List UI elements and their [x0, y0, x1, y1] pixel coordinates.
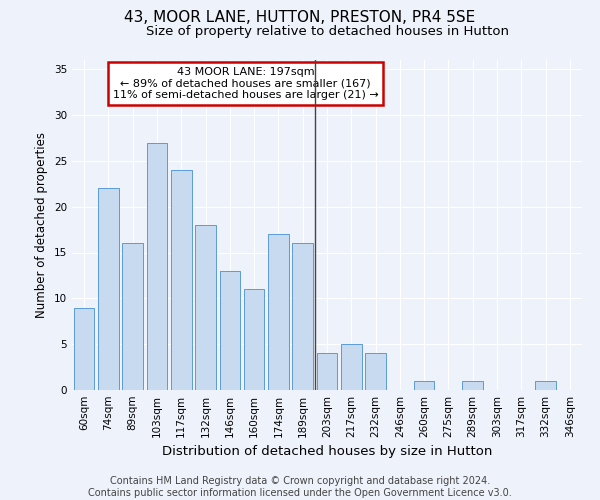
Bar: [463, 381, 483, 390]
Bar: [195, 225, 216, 390]
Text: 43 MOOR LANE: 197sqm
← 89% of detached houses are smaller (167)
11% of semi-deta: 43 MOOR LANE: 197sqm ← 89% of detached h…: [113, 66, 378, 100]
Bar: [317, 354, 337, 390]
Bar: [122, 244, 143, 390]
Bar: [220, 271, 240, 390]
Title: Size of property relative to detached houses in Hutton: Size of property relative to detached ho…: [146, 25, 509, 38]
Bar: [146, 142, 167, 390]
Bar: [292, 244, 313, 390]
Text: Contains HM Land Registry data © Crown copyright and database right 2024.
Contai: Contains HM Land Registry data © Crown c…: [88, 476, 512, 498]
Bar: [98, 188, 119, 390]
Bar: [74, 308, 94, 390]
Bar: [365, 354, 386, 390]
Bar: [535, 381, 556, 390]
X-axis label: Distribution of detached houses by size in Hutton: Distribution of detached houses by size …: [162, 446, 492, 458]
Y-axis label: Number of detached properties: Number of detached properties: [35, 132, 49, 318]
Bar: [414, 381, 434, 390]
Bar: [171, 170, 191, 390]
Text: 43, MOOR LANE, HUTTON, PRESTON, PR4 5SE: 43, MOOR LANE, HUTTON, PRESTON, PR4 5SE: [124, 10, 476, 25]
Bar: [341, 344, 362, 390]
Bar: [244, 289, 265, 390]
Bar: [268, 234, 289, 390]
